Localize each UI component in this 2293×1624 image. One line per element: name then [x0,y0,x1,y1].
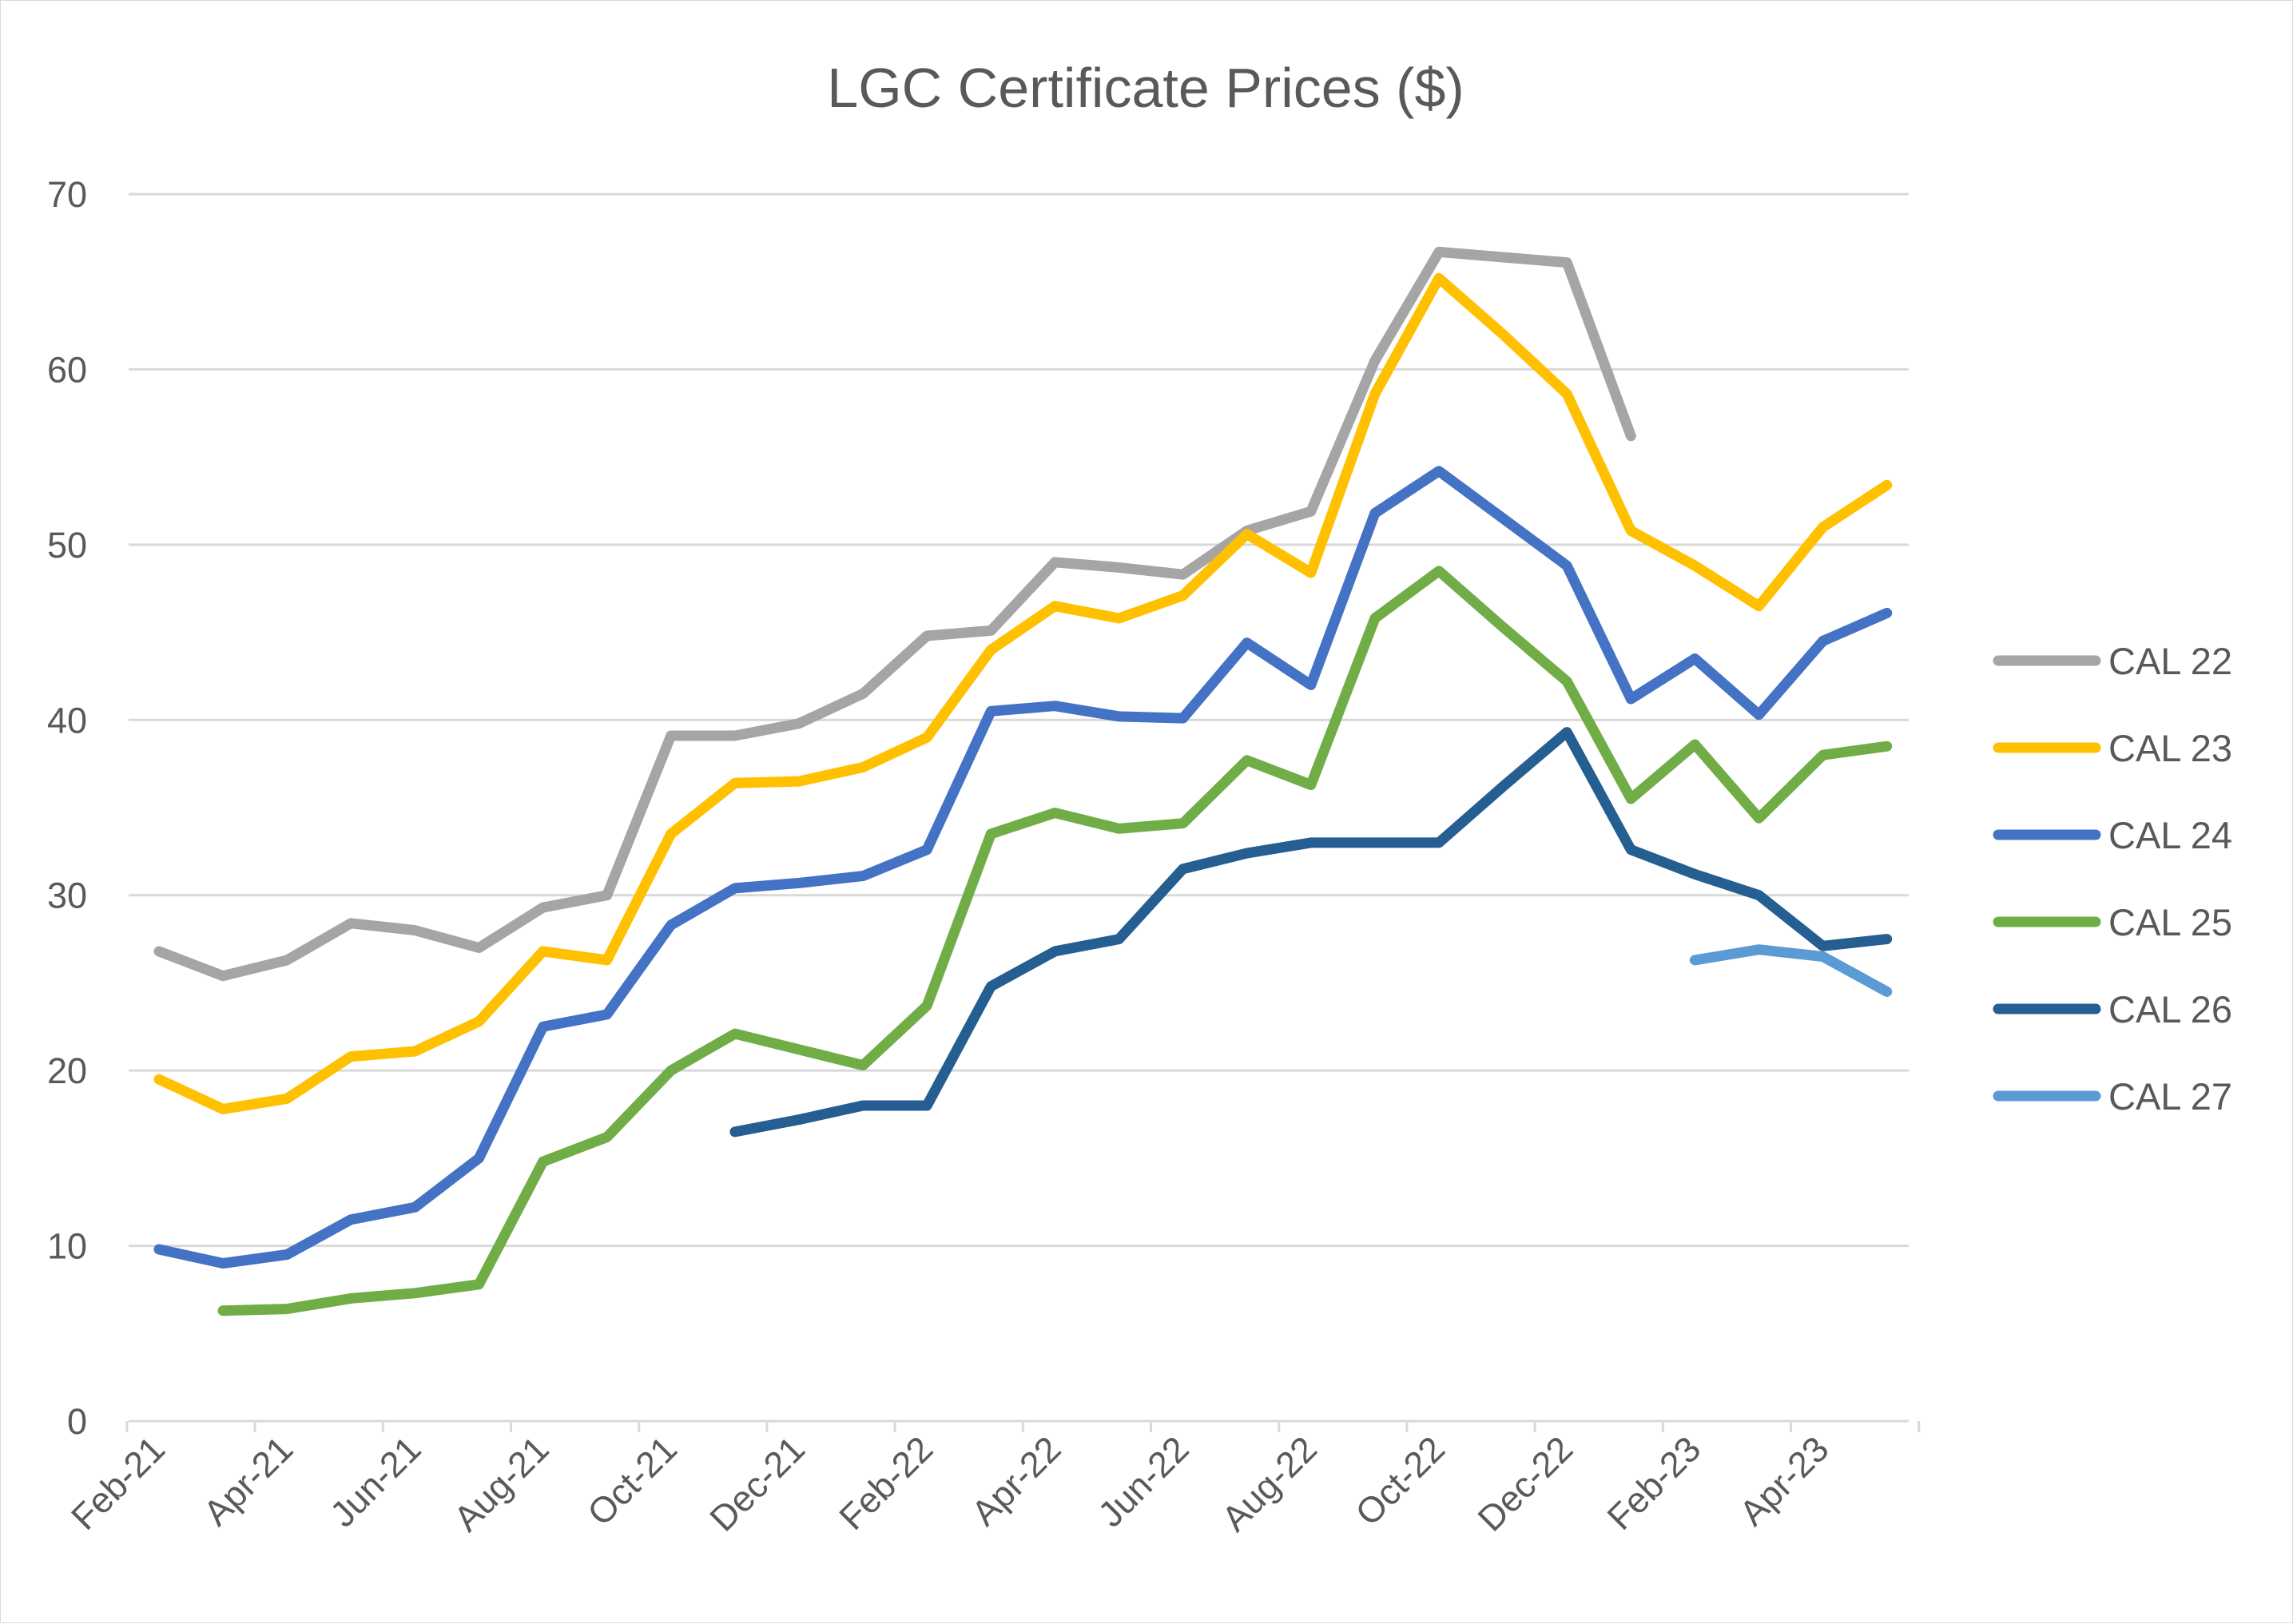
x-tick-label: Apr-23 [1731,1428,1837,1534]
x-tick-label: Dec-22 [1470,1428,1581,1539]
x-tick-label: Oct-22 [1348,1428,1453,1534]
series-line-cal-24 [153,466,1893,1269]
legend-item-cal-25: CAL 25 [1993,901,2232,943]
legend-label: CAL 26 [2108,988,2232,1030]
series-lines [153,246,1893,1316]
legend-label: CAL 27 [2108,1075,2232,1118]
y-tick-label: 20 [47,1050,87,1091]
legend-item-cal-26: CAL 26 [1993,988,2232,1030]
legend: CAL 22 CAL 23 CAL 24 CAL 25 CAL 26 CAL 27 [1993,640,2232,1118]
x-tick-label: Aug-21 [446,1428,557,1539]
legend-item-cal-22: CAL 22 [1993,640,2232,682]
y-tick-label: 30 [47,876,87,916]
legend-item-cal-27: CAL 27 [1993,1075,2232,1118]
x-tick-label: Apr-21 [196,1428,301,1534]
legend-label: CAL 23 [2108,727,2232,769]
chart-title: LGC Certificate Prices ($) [827,57,1464,119]
series-line-cal-22 [153,246,1636,982]
x-tick-label: Aug-22 [1214,1428,1325,1539]
legend-item-cal-24: CAL 24 [1993,814,2232,856]
x-tick-label: Feb-23 [1600,1428,1709,1538]
x-tick-label: Feb-21 [63,1428,173,1538]
x-tick-label: Jun-21 [322,1428,428,1535]
series-line-cal-26 [729,727,1893,1138]
x-tick-label: Feb-22 [831,1428,940,1538]
legend-label: CAL 25 [2108,901,2232,943]
series-line-cal-23 [153,272,1893,1114]
gridlines [129,193,1909,1248]
x-tick-label: Oct-21 [579,1428,685,1534]
y-tick-label: 40 [47,700,87,741]
legend-item-cal-23: CAL 23 [1993,727,2232,769]
series-line-cal-25 [217,566,1893,1316]
y-tick-label: 10 [47,1226,87,1267]
y-tick-label: 50 [47,525,87,566]
x-tick-label: Apr-22 [964,1428,1069,1534]
y-tick-label: 60 [47,349,87,390]
x-tick-label: Jun-22 [1090,1428,1196,1535]
y-tick-label: 70 [47,174,87,215]
x-axis: Feb-21 Apr-21 Jun-21 Aug-21 Oct-21 Dec-21 Feb-… [63,1420,1921,1539]
x-tick-label: Dec-21 [701,1428,813,1539]
legend-label: CAL 24 [2108,814,2232,856]
series-line-cal-27 [1689,944,1893,997]
y-tick-label: 0 [67,1401,87,1442]
legend-label: CAL 22 [2108,640,2232,682]
y-axis: 0 10 20 30 40 50 60 70 [47,174,87,1442]
